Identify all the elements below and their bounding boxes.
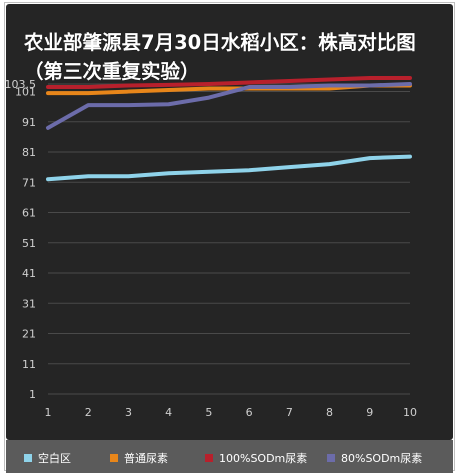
legend-swatch (24, 454, 32, 462)
y-tick-label: 21 (22, 328, 36, 341)
y-tick-label: 41 (22, 267, 36, 280)
y-tick-label: 61 (22, 207, 36, 220)
y-tick-label: 81 (22, 146, 36, 159)
x-axis-tick-labels: 1 2 3 4 5 6 7 8 9 10 (45, 406, 418, 419)
x-tick-label: 9 (366, 406, 373, 419)
legend-label: 100%SODm尿素 (219, 452, 307, 465)
x-tick-label: 5 (205, 406, 212, 419)
y-tick-label: 101 (15, 86, 36, 99)
series-line (46, 154, 412, 182)
legend-label: 空白区 (38, 451, 71, 465)
y-tick-label: 103.5 (5, 78, 37, 91)
x-tick-label: 1 (45, 406, 52, 419)
legend-swatch (110, 454, 118, 462)
series-lines (46, 75, 412, 182)
y-tick-label: 91 (22, 116, 36, 129)
chart-title: 农业部肇源县7月30日水稻小区：株高对比图（第三次重复实验） (24, 31, 416, 83)
x-tick-label: 7 (286, 406, 293, 419)
series-line (46, 82, 412, 130)
y-tick-label: 11 (22, 358, 36, 371)
y-tick-label: 31 (22, 297, 36, 310)
legend: 空白区 普通尿素 100%SODm尿素 80%SODm尿素 (24, 451, 422, 465)
y-tick-label: 71 (22, 176, 36, 189)
x-tick-label: 8 (326, 406, 333, 419)
legend-label: 80%SODm尿素 (341, 452, 422, 465)
x-tick-label: 6 (246, 406, 253, 419)
y-tick-label: 1 (29, 388, 36, 401)
x-tick-label: 3 (125, 406, 132, 419)
legend-swatch (327, 454, 335, 462)
legend-bar (6, 440, 453, 473)
y-tick-label: 51 (22, 237, 36, 250)
series-line (46, 75, 412, 90)
x-tick-label: 4 (165, 406, 172, 419)
x-tick-label: 2 (85, 406, 92, 419)
x-tick-label: 10 (403, 406, 417, 419)
legend-swatch (205, 454, 213, 462)
legend-label: 普通尿素 (124, 451, 168, 465)
grid-lines (48, 83, 410, 395)
